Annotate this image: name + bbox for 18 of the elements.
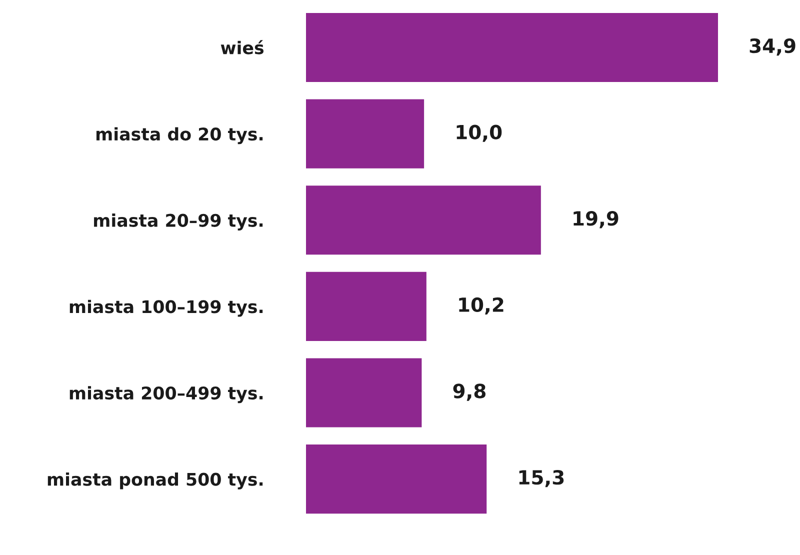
data-label: 19,9 (574, 211, 618, 228)
bar (306, 272, 426, 341)
y-tick-label: miasta ponad 500 tys. (48, 472, 263, 490)
bar (306, 358, 422, 428)
bar (306, 444, 487, 514)
data-label: 10,0 (456, 124, 502, 142)
data-label: 9,8 (453, 384, 486, 401)
data-label: 15,3 (519, 470, 564, 488)
y-tick-label: miasta 20–99 tys. (94, 214, 263, 230)
bar (306, 12, 718, 82)
y-tick-label: miasta 200–499 tys. (70, 386, 263, 404)
data-label: 10,2 (459, 297, 504, 315)
data-label: 34,9 (750, 38, 796, 56)
y-tick-label: wieś (220, 40, 264, 54)
y-tick-label: miasta do 20 tys. (96, 127, 263, 144)
bar (306, 99, 424, 168)
bar (306, 186, 541, 255)
y-tick-label: miasta 100–199 tys. (70, 300, 263, 317)
